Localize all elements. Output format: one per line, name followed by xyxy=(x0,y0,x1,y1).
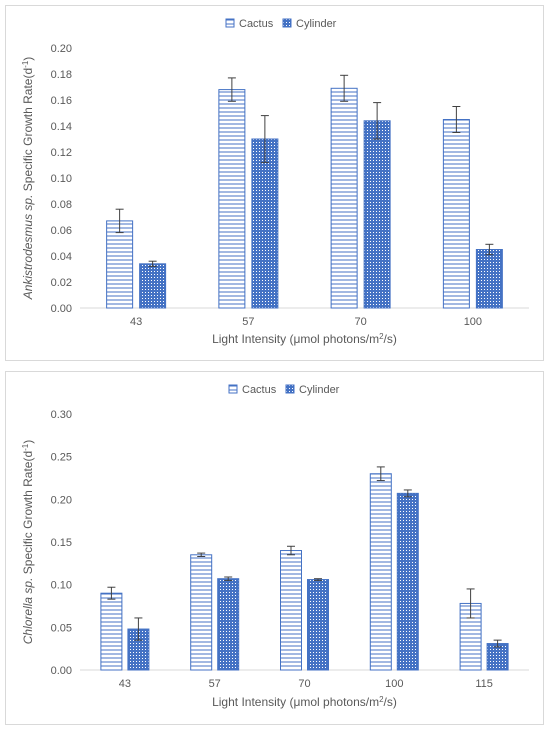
y-tick-label: 0.10 xyxy=(51,173,72,185)
error-bar-cactus-70 xyxy=(340,74,349,102)
error-bar-cactus-43 xyxy=(115,208,124,234)
x-axis-title: Light Intensity (μmol photons/m2/s) xyxy=(212,695,397,709)
y-tick-label: 0.02 xyxy=(51,277,72,289)
y-tick-label: 0.25 xyxy=(51,452,72,464)
x-tick-label: 70 xyxy=(355,316,367,328)
legend: Cactus Cylinder xyxy=(225,18,337,30)
bar-cactus-57 xyxy=(218,89,246,309)
bar-cactus-70 xyxy=(330,87,358,309)
error-bar-cylinder-43 xyxy=(148,260,157,267)
bar-cylinder-57 xyxy=(217,578,240,671)
y-tick-label: 0.16 xyxy=(51,95,72,107)
legend-label-cylinder: Cylinder xyxy=(296,18,337,30)
legend-label-cactus: Cactus xyxy=(242,384,277,396)
error-bar-cactus-43 xyxy=(107,586,116,600)
x-tick-label: 57 xyxy=(242,316,254,328)
y-tick-label: 0.05 xyxy=(51,622,72,634)
error-bar-cylinder-70 xyxy=(314,578,322,581)
y-axis-title: Ankistrodesmus sp. Specific Growth Rate(… xyxy=(21,57,35,301)
bar-cylinder-100 xyxy=(475,249,503,309)
y-tick-label: 0.08 xyxy=(51,199,72,211)
bar-cactus-100 xyxy=(442,119,470,309)
bar-cylinder-43 xyxy=(139,263,167,309)
error-bar-cactus-115 xyxy=(466,588,475,619)
growth-rate-chart-ankistrodesmus: Cactus Cylinder 0.00 0.02 0.04 0.06 0.08 0.10 0.… xyxy=(21,18,529,346)
error-bar-cactus-100 xyxy=(452,106,461,133)
y-tick-label: 0.18 xyxy=(51,69,72,81)
error-bar-cylinder-100 xyxy=(403,489,412,498)
error-bar-cylinder-57 xyxy=(260,115,269,163)
y-tick-label: 0.14 xyxy=(51,121,72,133)
x-tick-label: 100 xyxy=(385,678,403,690)
bar-cactus-43 xyxy=(106,220,134,309)
legend-label-cylinder: Cylinder xyxy=(299,384,340,396)
legend-swatch-cylinder xyxy=(285,384,295,394)
bar-cylinder-115 xyxy=(486,643,509,671)
y-tick-label: 0.10 xyxy=(51,580,72,592)
bar-cylinder-70 xyxy=(307,579,329,671)
error-bar-cactus-57 xyxy=(227,77,236,102)
chart-panel-chlorella: Cactus Cylinder 0.00 0.05 0.10 0.15 0.20 0.25 0.… xyxy=(5,371,544,725)
error-bar-cylinder-115 xyxy=(493,639,502,648)
x-axis-title: Light Intensity (μmol photons/m2/s) xyxy=(212,332,397,346)
y-tick-label: 0.15 xyxy=(51,537,72,549)
y-tick-label: 0.30 xyxy=(51,409,72,421)
y-tick-label: 0.06 xyxy=(51,225,72,237)
legend: Cactus Cylinder xyxy=(228,384,340,396)
x-tick-label: 43 xyxy=(119,678,131,690)
error-bar-cylinder-70 xyxy=(373,102,382,140)
legend-label-cactus: Cactus xyxy=(239,18,274,30)
bar-cylinder-100 xyxy=(396,492,419,671)
error-bar-cylinder-43 xyxy=(134,617,143,641)
y-tick-label: 0.00 xyxy=(51,303,72,315)
legend-swatch-cactus xyxy=(228,384,238,394)
y-axis-title: Chlorella sp. Specific Growth Rate(d-1) xyxy=(21,440,35,645)
x-tick-label: 70 xyxy=(298,678,310,690)
bar-cactus-100 xyxy=(369,473,392,671)
error-bar-cactus-70 xyxy=(287,545,295,556)
bar-cylinder-70 xyxy=(363,120,391,309)
legend-swatch-cylinder xyxy=(282,18,292,28)
chart-panel-ankistrodesmus: Cactus Cylinder 0.00 0.02 0.04 0.06 0.08 0.10 0.… xyxy=(5,5,544,361)
bar-cylinder-57 xyxy=(251,138,279,309)
x-tick-label: 115 xyxy=(475,678,493,690)
x-tick-label: 43 xyxy=(130,316,142,328)
bar-cactus-70 xyxy=(280,550,302,671)
bar-cactus-57 xyxy=(190,554,213,671)
y-tick-label: 0.12 xyxy=(51,147,72,159)
y-tick-label: 0.20 xyxy=(51,43,72,55)
y-tick-label: 0.20 xyxy=(51,494,72,506)
x-tick-label: 57 xyxy=(209,678,221,690)
bar-cactus-43 xyxy=(100,592,123,671)
error-bar-cylinder-100 xyxy=(485,243,494,256)
error-bar-cactus-57 xyxy=(197,552,206,558)
y-tick-label: 0.00 xyxy=(51,665,72,677)
y-tick-label: 0.04 xyxy=(51,251,72,263)
x-tick-label: 100 xyxy=(464,316,482,328)
legend-swatch-cactus xyxy=(225,18,235,28)
error-bar-cylinder-57 xyxy=(224,576,233,581)
error-bar-cactus-100 xyxy=(376,466,385,482)
growth-rate-chart-chlorella: Cactus Cylinder 0.00 0.05 0.10 0.15 0.20 0.25 0.… xyxy=(21,384,529,709)
